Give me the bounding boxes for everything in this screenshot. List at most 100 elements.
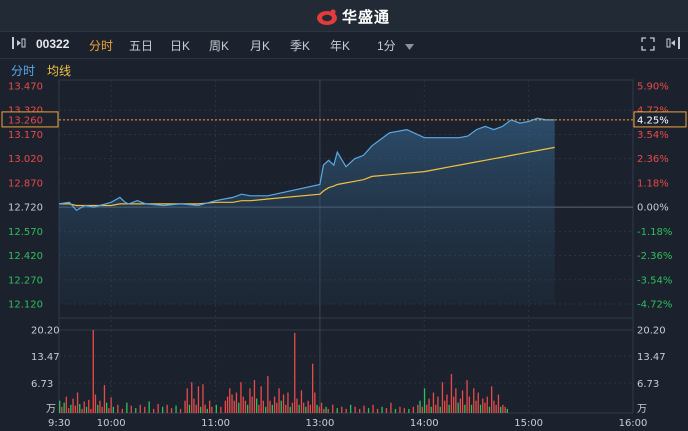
volume-bar: [90, 408, 92, 413]
volume-bar: [220, 406, 222, 413]
volume-bar: [461, 390, 464, 413]
volume-bar: [459, 398, 461, 413]
current-percent-box: [633, 111, 687, 128]
volume-bar: [439, 406, 441, 413]
volume-bar: [244, 400, 247, 413]
price-tick-label: 12.420: [8, 251, 43, 262]
tab-year-k[interactable]: 年K: [330, 39, 351, 53]
volume-bar: [61, 406, 63, 413]
volume-bar: [504, 406, 506, 413]
volume-bar: [495, 404, 497, 413]
volume-bar: [488, 406, 491, 413]
volume-bar: [448, 404, 450, 413]
volume-bar: [430, 406, 432, 413]
time-tick-label: 13:00: [305, 418, 334, 429]
volume-bar: [249, 388, 251, 413]
current-percent-label: 4.25%: [637, 115, 669, 126]
volume-bar: [267, 376, 269, 413]
volume-bar: [65, 396, 67, 413]
volume-bar: [314, 392, 316, 413]
volume-bar: [294, 332, 296, 413]
tab-quarter-k[interactable]: 季K: [290, 39, 311, 53]
volume-bar: [475, 400, 477, 413]
current-price-box: [1, 111, 59, 128]
current-price-label: 13.260: [8, 115, 43, 126]
volume-bar: [350, 404, 352, 413]
volume-bar: [417, 404, 419, 413]
price-lines: [58, 117, 633, 212]
volume-bar: [473, 388, 475, 413]
volume-bar: [85, 406, 88, 413]
volume-bar: [412, 406, 414, 413]
volume-bar: [148, 401, 150, 413]
volume-bar: [423, 388, 426, 413]
tab-day-k[interactable]: 日K: [170, 39, 191, 53]
percent-tick-label: -4.72%: [637, 300, 672, 311]
volume-bar: [110, 397, 112, 413]
volume-bar: [72, 398, 74, 413]
volume-bar: [305, 406, 307, 413]
volume-bar: [273, 396, 276, 413]
volume-bar: [359, 408, 361, 413]
volume-bar: [97, 404, 99, 413]
tab-week-k[interactable]: 周K: [209, 39, 230, 53]
price-area-fill: [59, 118, 555, 304]
volume-bar: [312, 363, 314, 413]
percent-tick-label: -1.18%: [637, 227, 672, 238]
tab-five-day[interactable]: 五日: [129, 39, 154, 53]
volume-bar: [363, 405, 365, 413]
volume-bar: [381, 406, 383, 413]
interval-value: 1分: [377, 39, 396, 53]
price-tick-label: 13.320: [8, 106, 43, 117]
time-tick-label: 15:00: [514, 418, 543, 429]
volume-bar: [258, 404, 260, 413]
volume-bar: [376, 408, 379, 413]
volume-bar: [81, 408, 83, 413]
volume-tick-left: 13.47: [31, 352, 60, 363]
volume-bar: [271, 404, 273, 413]
volume-bar: [450, 374, 453, 413]
volume-bar: [289, 406, 291, 413]
volume-bar: [285, 404, 287, 413]
interval-select[interactable]: 1分: [377, 37, 415, 54]
volume-bar: [453, 396, 455, 413]
volume-bar: [135, 408, 137, 413]
volume-bar: [336, 408, 338, 413]
volume-bar: [253, 380, 256, 413]
fullscreen-icon[interactable]: [641, 37, 655, 54]
volume-bar: [298, 404, 300, 413]
volume-bar: [457, 402, 459, 413]
price-tick-label: 13.170: [8, 130, 43, 141]
legend-line-label[interactable]: 分时: [11, 64, 36, 78]
volume-bar: [385, 408, 388, 413]
volume-tick-right: 万: [637, 404, 647, 415]
volume-tick-left: 6.73: [31, 379, 53, 390]
volume-bar: [432, 392, 435, 413]
volume-bar: [59, 400, 61, 413]
volume-bar: [309, 404, 311, 413]
collapse-panel-icon[interactable]: [11, 36, 27, 53]
price-tick-label: 12.720: [8, 203, 43, 214]
volume-bar: [316, 404, 318, 413]
volume-bar: [500, 406, 502, 413]
volume-bar: [157, 404, 159, 413]
volume-bar: [260, 386, 262, 413]
volume-bar: [278, 388, 280, 413]
volume-bar: [486, 396, 488, 413]
tab-month-k[interactable]: 月K: [250, 39, 271, 53]
expand-panel-icon[interactable]: [665, 36, 681, 53]
volume-bar: [497, 394, 500, 413]
volume-bar: [291, 402, 294, 413]
volume-bar: [403, 408, 405, 413]
volume-bar: [117, 404, 119, 413]
tab-intraday[interactable]: 分时: [89, 39, 114, 53]
chevron-down-icon: [405, 44, 415, 50]
brand-name: 华盛通: [342, 9, 391, 26]
volume-bar: [226, 396, 229, 413]
percent-tick-label: 0.00%: [637, 203, 669, 214]
legend-avg-label[interactable]: 均线: [47, 64, 72, 78]
volume-bar: [345, 408, 347, 413]
volume-bar: [170, 408, 173, 413]
stock-code[interactable]: 00322: [36, 37, 70, 51]
